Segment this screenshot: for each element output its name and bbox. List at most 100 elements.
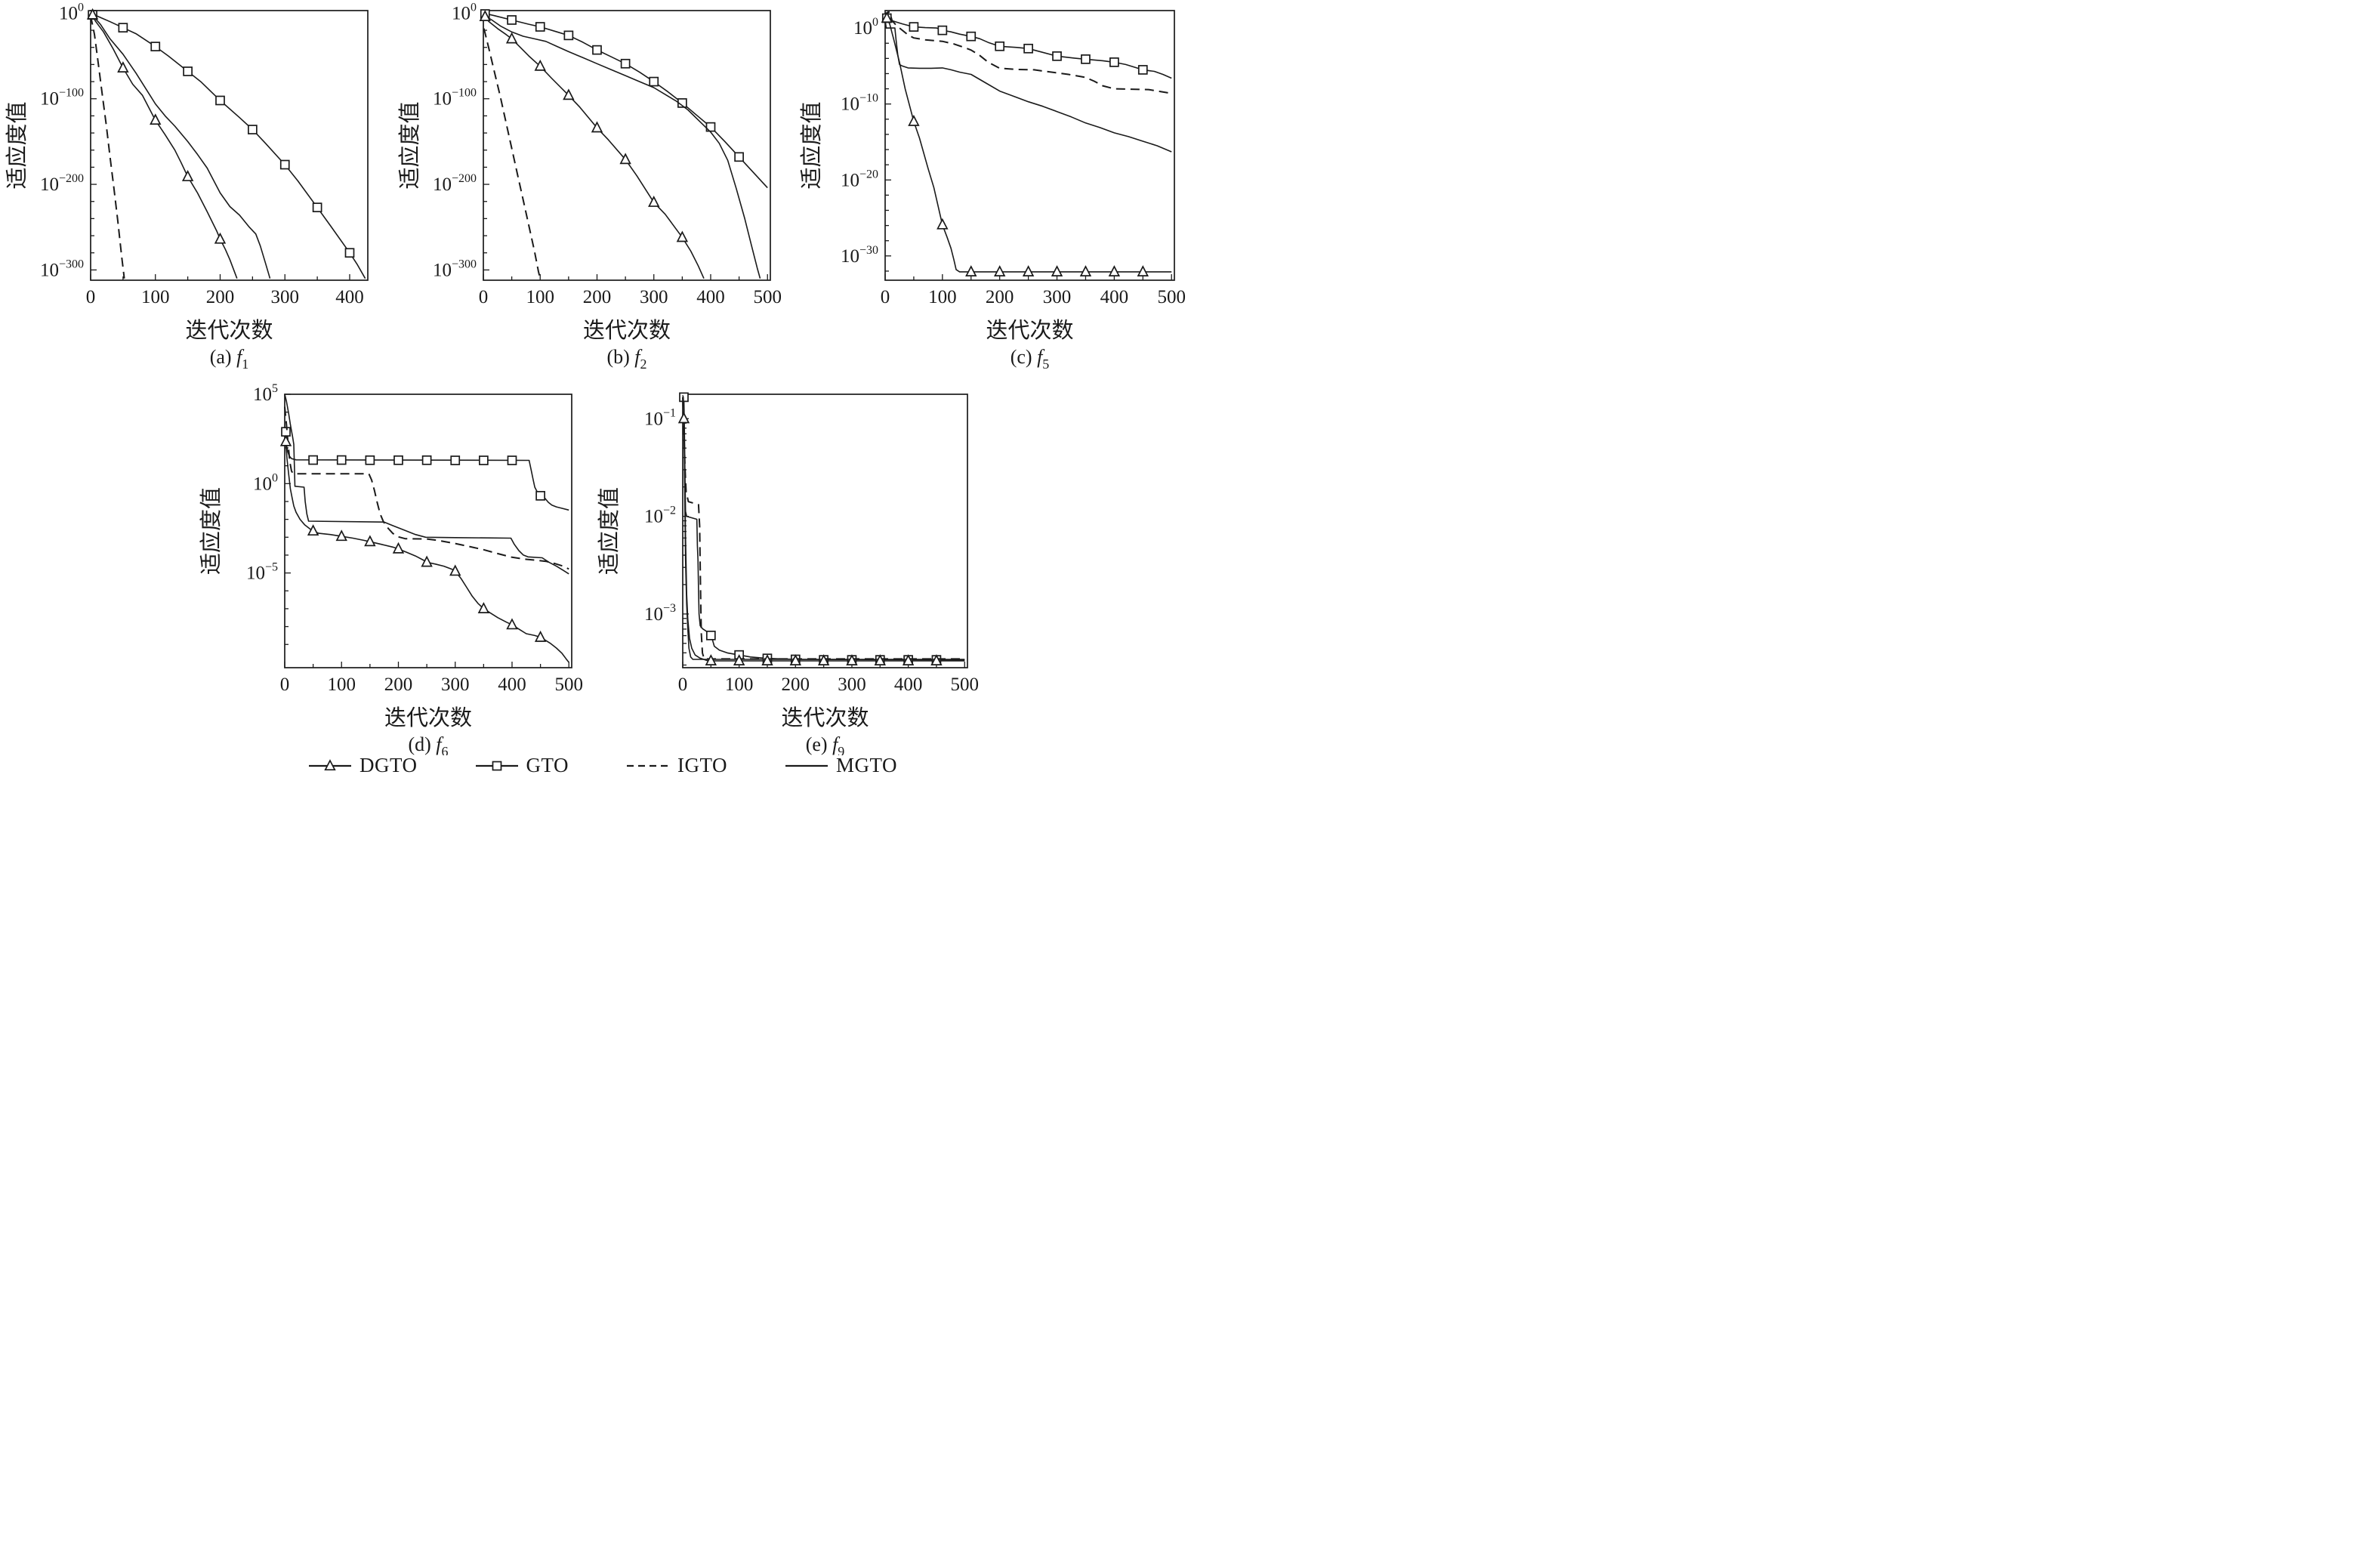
x-axis-label: 迭代次数 [185, 318, 273, 343]
y-tick-label: 10−2 [644, 505, 676, 527]
x-axis-label: 迭代次数 [384, 705, 472, 730]
square-marker [393, 455, 403, 465]
x-tick-label: 200 [583, 287, 612, 307]
subplot-caption: (b) f2 [606, 346, 646, 372]
chart-a-f1: 0 100 200 300 400 100 10−100 10−200 10−300 适应度值 迭代… [0, 0, 390, 372]
triangle-marker [619, 153, 631, 165]
triangle-marker [181, 170, 194, 181]
series-markers-dgto [881, 11, 1149, 276]
x-tick-label: 100 [725, 674, 754, 695]
square-marker [1137, 65, 1148, 75]
legend-sample-gto [475, 761, 518, 770]
series-markers-gto [281, 427, 545, 501]
y-axis-label: 适应度值 [799, 101, 824, 189]
series-markers-dgto [479, 10, 689, 242]
triangle-marker [1051, 265, 1063, 276]
chart-b-svg: 0 100 200 300 400 500 100 10−100 10−200 10−300 适应度… [397, 1, 782, 372]
series-line-igto [682, 397, 965, 660]
triangle-marker [335, 529, 347, 542]
y-tick-label: 10−300 [40, 258, 84, 280]
x-tick-label: 300 [838, 674, 866, 695]
series-markers-dgto [279, 434, 547, 642]
y-tick-label: 100 [452, 1, 477, 23]
legend-sample-mgto [785, 764, 828, 767]
square-marker [1081, 54, 1091, 64]
x-axis-label: 迭代次数 [583, 318, 671, 343]
legend-label: IGTO [677, 754, 727, 776]
legend-label: GTO [526, 754, 569, 776]
x-tick-label: 100 [141, 287, 170, 307]
series-markers-gto [88, 10, 355, 258]
square-marker [479, 455, 489, 465]
series-line-igto [884, 11, 1172, 94]
triangle-marker [1022, 265, 1035, 276]
y-axis-label: 适应度值 [397, 101, 422, 189]
x-tick-label: 200 [206, 287, 235, 307]
triangle-marker [479, 10, 491, 21]
square-marker [535, 22, 545, 32]
square-marker [620, 58, 631, 69]
triangle-marker [534, 630, 547, 642]
series-line-gto [90, 12, 366, 279]
x-tick-label: 400 [498, 674, 526, 695]
x-tick-label: 100 [928, 287, 957, 307]
square-marker [281, 427, 291, 437]
series-markers-gto [480, 9, 744, 162]
axis-ticks [284, 394, 569, 668]
triangle-marker [705, 654, 717, 665]
triangle-marker [648, 196, 660, 207]
square-marker [492, 761, 501, 770]
y-tick-label: 10−1 [644, 406, 676, 429]
subplot-caption: (a) f1 [210, 346, 249, 372]
square-marker [705, 122, 716, 132]
square-marker [563, 30, 574, 41]
square-marker [535, 491, 545, 501]
triangle-marker [1108, 265, 1121, 276]
x-tick-label: 0 [280, 674, 290, 695]
series-line-dgto [90, 12, 238, 279]
x-tick-label: 300 [270, 287, 299, 307]
plot-frame [90, 10, 369, 281]
y-tick-label: 10−300 [433, 258, 477, 280]
figure-panel: 0 100 200 300 400 100 10−100 10−200 10−300 适应度值 迭代… [0, 0, 1190, 784]
legend-item-dgto: DGTO [308, 754, 418, 777]
legend-item-gto: GTO [475, 754, 569, 777]
triangle-marker [789, 654, 802, 665]
triangle-marker [563, 88, 575, 100]
triangle-marker [761, 654, 773, 665]
series-markers-dgto [677, 412, 943, 665]
triangle-marker [930, 654, 943, 665]
chart-b-f2: 0 100 200 300 400 500 100 10−100 10−200 10−300 适应度… [396, 0, 785, 372]
series-line-gto [285, 431, 569, 511]
axis-ticks [682, 418, 965, 668]
triangle-marker [421, 555, 433, 567]
y-tick-label: 10−100 [433, 87, 477, 110]
triangle-marker [324, 758, 336, 770]
x-tick-label: 500 [554, 674, 583, 695]
x-tick-label: 0 [86, 287, 96, 307]
x-tick-label: 400 [894, 674, 923, 695]
triangle-marker [591, 121, 603, 133]
x-axis-label: 迭代次数 [781, 705, 869, 730]
triangle-marker [676, 230, 689, 242]
x-tick-label: 400 [696, 287, 725, 307]
triangle-marker [214, 232, 227, 244]
y-tick-label: 10−100 [40, 87, 84, 110]
x-tick-label: 0 [678, 674, 688, 695]
triangle-marker [993, 265, 1006, 276]
y-tick-label: 10−20 [841, 168, 878, 190]
series-line-mgto [90, 12, 271, 279]
series-line-mgto [483, 14, 761, 279]
x-tick-label: 300 [1043, 287, 1072, 307]
y-tick-label: 100 [853, 16, 878, 39]
series-line-mgto [284, 394, 569, 575]
x-tick-label: 500 [1157, 287, 1186, 307]
square-marker [507, 15, 517, 25]
square-marker [215, 95, 225, 106]
plot-frame [682, 394, 968, 668]
subplot-caption: (c) f5 [1011, 346, 1050, 372]
legend-item-mgto: MGTO [785, 754, 897, 777]
square-marker [592, 45, 602, 55]
y-tick-label: 10−10 [841, 92, 878, 115]
square-marker [279, 159, 290, 170]
